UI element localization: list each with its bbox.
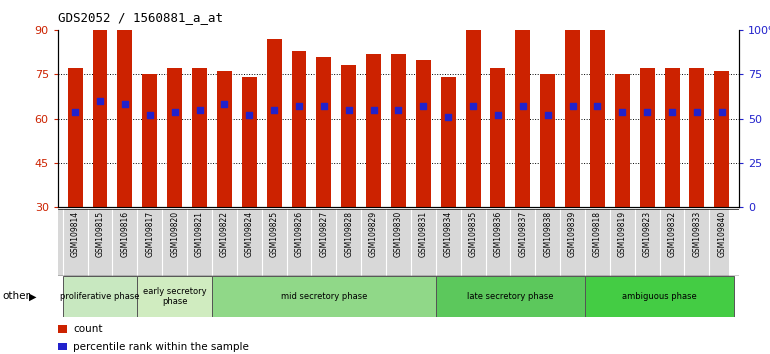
Text: GSM109820: GSM109820 [170, 211, 179, 257]
Bar [466, 24, 480, 207]
Point [541, 112, 554, 118]
Text: GSM109827: GSM109827 [320, 211, 328, 257]
Text: early secretory
phase: early secretory phase [142, 287, 206, 306]
Text: ambiguous phase: ambiguous phase [622, 292, 697, 301]
Text: GSM109821: GSM109821 [195, 211, 204, 257]
Bar [217, 72, 232, 207]
Bar [266, 39, 282, 207]
Text: GSM109831: GSM109831 [419, 211, 428, 257]
Point [492, 112, 504, 118]
Text: GSM109816: GSM109816 [120, 211, 129, 257]
Point [218, 102, 230, 107]
Text: GDS2052 / 1560881_a_at: GDS2052 / 1560881_a_at [58, 11, 223, 24]
Bar [640, 68, 654, 207]
Point [715, 109, 728, 114]
Bar [440, 77, 456, 207]
Bar [137, 276, 212, 317]
Text: GSM109838: GSM109838 [543, 211, 552, 257]
Point [467, 103, 479, 109]
Text: GSM109839: GSM109839 [568, 211, 577, 257]
Bar [242, 77, 256, 207]
Text: GSM109814: GSM109814 [71, 211, 79, 257]
Bar [665, 68, 679, 207]
Point [94, 98, 106, 104]
Point [567, 103, 579, 109]
Text: GSM109835: GSM109835 [469, 211, 477, 257]
Text: mid secretory phase: mid secretory phase [281, 292, 367, 301]
Text: GSM109815: GSM109815 [95, 211, 105, 257]
Bar [62, 276, 137, 317]
Bar [689, 68, 705, 207]
Point [367, 107, 380, 113]
Point [641, 109, 653, 114]
Bar [590, 21, 605, 207]
Text: late secretory phase: late secretory phase [467, 292, 554, 301]
Point [243, 112, 256, 118]
Bar [68, 68, 82, 207]
Text: GSM109840: GSM109840 [718, 211, 726, 257]
Text: GSM109836: GSM109836 [494, 211, 503, 257]
Bar [715, 72, 729, 207]
Text: GSM109823: GSM109823 [643, 211, 651, 257]
Bar [565, 21, 580, 207]
Text: GSM109824: GSM109824 [245, 211, 254, 257]
Bar [167, 68, 182, 207]
Point [169, 109, 181, 114]
Point [417, 103, 430, 109]
Text: proliferative phase: proliferative phase [60, 292, 140, 301]
Text: GSM109828: GSM109828 [344, 211, 353, 257]
Text: percentile rank within the sample: percentile rank within the sample [73, 342, 249, 352]
Bar [292, 51, 306, 207]
Bar [615, 74, 630, 207]
Bar [416, 59, 430, 207]
Bar [367, 54, 381, 207]
Point [119, 102, 131, 107]
Point [616, 109, 628, 114]
Point [442, 114, 454, 120]
Point [666, 109, 678, 114]
Point [293, 103, 305, 109]
Text: GSM109832: GSM109832 [668, 211, 677, 257]
Bar [341, 65, 357, 207]
Text: ▶: ▶ [29, 291, 37, 302]
Point [318, 103, 330, 109]
Text: GSM109837: GSM109837 [518, 211, 527, 257]
Bar [391, 54, 406, 207]
Bar [515, 27, 531, 207]
Bar [585, 276, 735, 317]
Text: count: count [73, 324, 102, 334]
Bar [212, 276, 436, 317]
Bar [541, 74, 555, 207]
Bar [436, 276, 585, 317]
Point [591, 103, 604, 109]
Point [517, 103, 529, 109]
Text: GSM109817: GSM109817 [146, 211, 154, 257]
Text: GSM109830: GSM109830 [394, 211, 403, 257]
Point [193, 107, 206, 113]
Text: GSM109825: GSM109825 [270, 211, 279, 257]
Text: other: other [2, 291, 30, 302]
Text: GSM109826: GSM109826 [294, 211, 303, 257]
Point [144, 112, 156, 118]
Text: GSM109819: GSM109819 [618, 211, 627, 257]
Bar [192, 68, 207, 207]
Text: GSM109822: GSM109822 [220, 211, 229, 257]
Point [691, 109, 703, 114]
Point [69, 109, 82, 114]
Bar [118, 24, 132, 207]
Point [393, 107, 405, 113]
Text: GSM109829: GSM109829 [369, 211, 378, 257]
Bar [316, 57, 331, 207]
Text: GSM109834: GSM109834 [444, 211, 453, 257]
Text: GSM109833: GSM109833 [692, 211, 701, 257]
Point [343, 107, 355, 113]
Text: GSM109818: GSM109818 [593, 211, 602, 257]
Bar [92, 1, 108, 207]
Bar [490, 68, 505, 207]
Bar [142, 74, 157, 207]
Point [268, 107, 280, 113]
